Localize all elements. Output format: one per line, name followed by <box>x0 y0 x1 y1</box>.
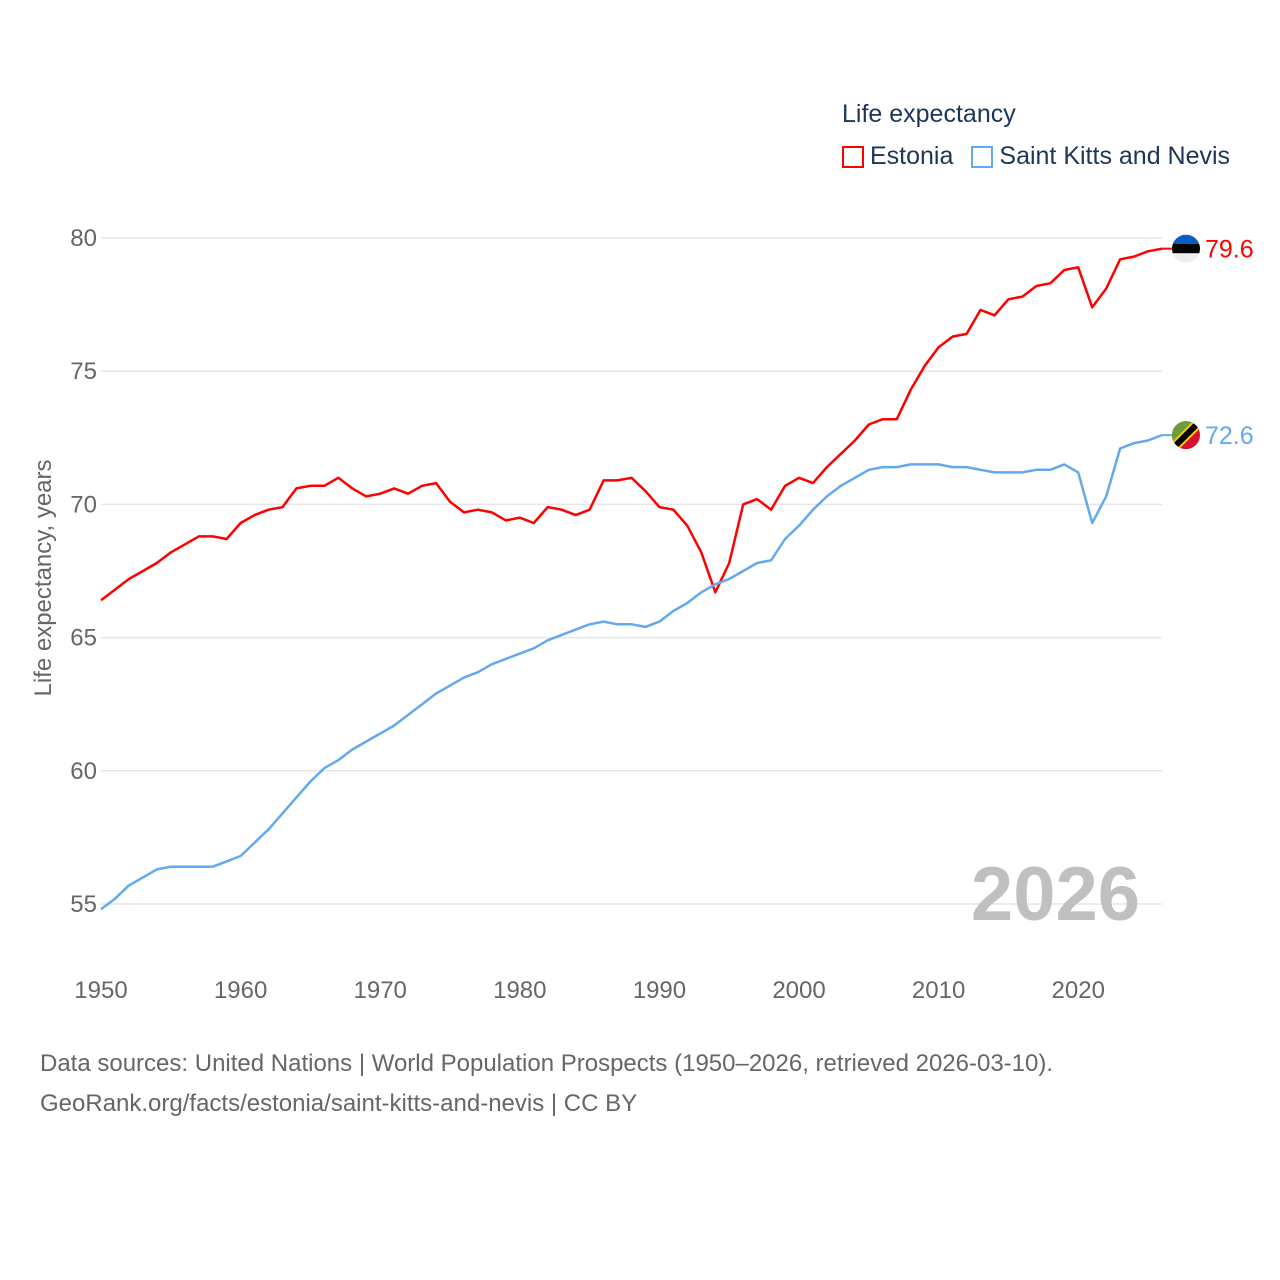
x-tick-label: 2010 <box>912 977 965 1004</box>
legend-label: Saint Kitts and Nevis <box>999 142 1231 170</box>
y-tick-label: 75 <box>70 358 97 385</box>
y-tick-label: 60 <box>70 758 97 785</box>
legend-item-saint-kitts-and-nevis[interactable]: Saint Kitts and Nevis <box>971 142 1230 171</box>
legend-swatch <box>842 145 864 168</box>
legend-label: Estonia <box>870 142 954 170</box>
source-note: Data sources: United Nations | World Pop… <box>40 1044 1053 1124</box>
x-tick-label: 1990 <box>633 977 686 1004</box>
x-tick-label: 1950 <box>74 977 127 1004</box>
series-line-estonia <box>100 247 1163 602</box>
year-watermark: 2026 <box>971 852 1140 937</box>
x-tick-label: 1960 <box>214 977 267 1004</box>
series-line-saint-kitts-and-nevis <box>100 433 1163 911</box>
x-tick-label: 1980 <box>493 977 546 1004</box>
saint-kitts-flag-icon <box>1172 421 1200 450</box>
end-value-label: 79.6 <box>1205 236 1254 264</box>
legend: Estonia Saint Kitts and Nevis <box>842 142 1230 171</box>
legend-item-estonia[interactable]: Estonia <box>842 142 953 171</box>
y-tick-label: 55 <box>70 891 97 918</box>
end-value-label: 72.6 <box>1205 422 1254 450</box>
y-tick-label: 70 <box>70 491 97 518</box>
x-tick-label: 2020 <box>1052 977 1105 1004</box>
estonia-flag-icon <box>1172 234 1200 263</box>
y-tick-label: 65 <box>70 625 97 652</box>
x-tick-label: 1970 <box>354 977 407 1004</box>
x-tick-label: 2000 <box>772 977 825 1004</box>
y-tick-label: 80 <box>70 225 97 252</box>
legend-title: Life expectancy <box>842 100 1016 128</box>
y-axis-label: Life expectancy, years <box>30 459 57 696</box>
source-link[interactable]: GeoRank.org/facts/estonia/saint-kitts-an… <box>40 1090 638 1117</box>
legend-swatch <box>971 145 994 168</box>
source-line: Data sources: United Nations | World Pop… <box>40 1050 1054 1077</box>
